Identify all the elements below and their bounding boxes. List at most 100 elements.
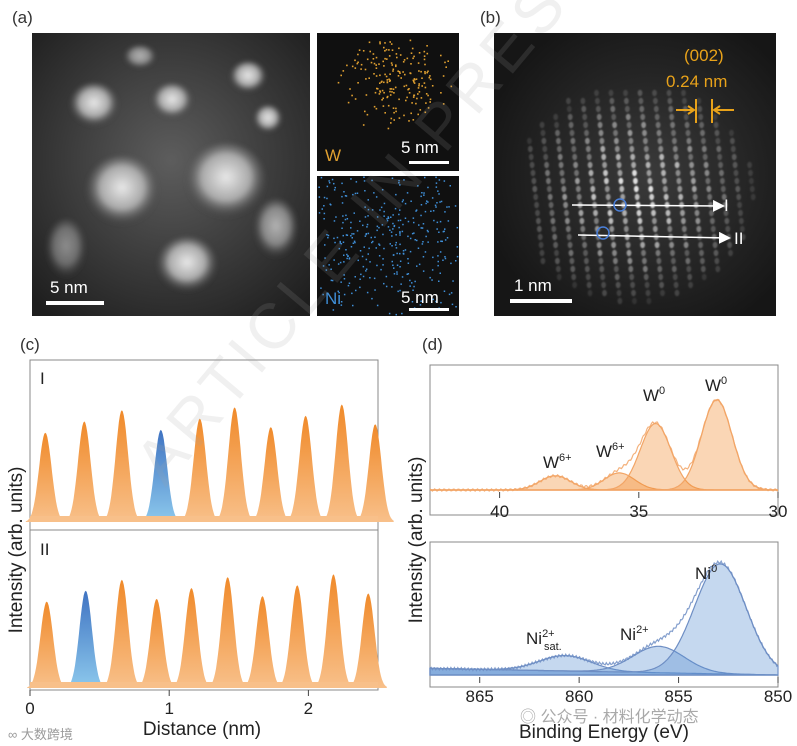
- atom-column: [703, 161, 709, 169]
- atom-column: [580, 225, 586, 233]
- w-signal-dot: [405, 99, 407, 102]
- atom-column: [556, 137, 561, 145]
- w-signal-dot: [397, 75, 400, 77]
- atom-column: [561, 185, 567, 193]
- watermark-right: ◎ 公众号 · 材料化学动态: [520, 709, 699, 726]
- ni-signal-dot: [340, 304, 343, 306]
- intensity-peak: [251, 427, 290, 522]
- scale-bar: [409, 161, 449, 164]
- atom-column: [697, 105, 703, 113]
- ni-signal-dot: [333, 189, 336, 191]
- ni-signal-dot: [378, 255, 381, 257]
- atom-column: [545, 169, 550, 177]
- ni-signal-dot: [393, 273, 396, 275]
- atom-column: [542, 145, 548, 153]
- ni-signal-dot: [350, 235, 352, 237]
- ni-signal-dot: [346, 253, 348, 256]
- xps-chart: 40 35 30 865 860 855 850 W6+ W6+ W0 W0 Ni2+ sa…: [406, 364, 792, 743]
- atom-column: [748, 169, 753, 177]
- atom-column: [651, 209, 656, 217]
- x-tick-label: 30: [769, 502, 788, 521]
- atom-column: [549, 209, 555, 217]
- w-signal-dot: [381, 89, 384, 92]
- w-signal-dot: [375, 64, 377, 66]
- atom-column: [637, 89, 643, 97]
- ni-signal-dot: [410, 200, 412, 202]
- atom-column: [682, 97, 687, 105]
- x-axis-label: Binding Energy (eV): [519, 722, 689, 743]
- ni-signal-dot: [438, 280, 440, 282]
- ni-signal-dot: [443, 180, 446, 182]
- ni-signal-dot: [395, 234, 397, 236]
- line-label-ii: II: [734, 229, 743, 248]
- atom-column: [668, 105, 674, 113]
- line-label-i: I: [724, 196, 729, 215]
- watermark-left: ∞ 大数跨境: [8, 727, 73, 742]
- w-signal-dot: [389, 90, 391, 93]
- ni-signal-dot: [390, 216, 392, 218]
- ni-signal-dot: [409, 285, 411, 287]
- atom-column: [584, 129, 589, 137]
- w-signal-dot: [387, 104, 390, 107]
- w-signal-dot: [440, 54, 442, 57]
- atom-column: [593, 209, 598, 217]
- atom-column: [694, 209, 700, 217]
- ni-signal-dot: [406, 273, 408, 275]
- w-signal-dot: [427, 94, 429, 97]
- ni-signal-dot: [383, 215, 385, 217]
- ni-signal-dot: [397, 290, 399, 293]
- scale-bar: [409, 308, 449, 311]
- ni-signal-dot: [367, 253, 369, 255]
- ni-signal-dot: [366, 223, 369, 226]
- ni-signal-dot: [399, 252, 401, 255]
- w-signal-dot: [450, 85, 453, 88]
- peak-label-ni0: Ni0: [695, 563, 717, 583]
- ni-signal-dot: [455, 306, 457, 308]
- atom-column: [661, 169, 666, 177]
- atom-column: [725, 225, 731, 233]
- atom-column: [710, 225, 716, 233]
- ni-signal-dot: [407, 220, 410, 223]
- w-signal-dot: [379, 90, 381, 92]
- ni-signal-dot: [345, 249, 347, 251]
- w-signal-dot: [374, 91, 377, 94]
- ni-signal-dot: [321, 208, 323, 210]
- atom-column: [556, 145, 562, 153]
- atom-column: [700, 257, 705, 265]
- nanoparticle: [152, 83, 192, 119]
- w-signal-dot: [383, 81, 385, 84]
- w-signal-dot: [347, 101, 350, 104]
- ni-signal-dot: [404, 202, 407, 205]
- atom-column: [633, 185, 639, 193]
- w-signal-dot: [383, 91, 385, 94]
- atom-column: [667, 225, 673, 233]
- atom-column: [698, 113, 704, 121]
- ni-signal-dot: [356, 192, 359, 194]
- peak-label-ni-sat: Ni2+: [526, 628, 555, 648]
- ni-signal-dot: [328, 264, 330, 266]
- w-signal-dot: [406, 57, 409, 60]
- ni-signal-dot: [359, 286, 361, 289]
- atom-column: [715, 137, 721, 145]
- intensity-peak: [355, 424, 394, 522]
- atom-column: [701, 145, 707, 153]
- atom-column: [567, 241, 573, 249]
- w-signal-dot: [413, 94, 415, 97]
- intensity-peak: [137, 598, 176, 688]
- ni-signal-dot: [336, 236, 339, 239]
- ni-signal-dot: [369, 261, 371, 263]
- ni-signal-dot: [427, 186, 429, 189]
- ni-signal-dot: [455, 260, 457, 262]
- w-signal-dot: [354, 98, 357, 100]
- atom-column: [630, 281, 635, 289]
- w-signal-dot: [395, 53, 398, 55]
- ni-signal-dot: [392, 222, 394, 225]
- ni-signal-dot: [399, 234, 401, 236]
- ni-signal-dot: [444, 211, 446, 213]
- w-signal-dot: [393, 119, 395, 121]
- atom-column: [716, 145, 722, 153]
- atom-column: [729, 129, 734, 137]
- w-signal-dot: [426, 45, 428, 47]
- atom-column: [685, 257, 691, 265]
- ni-signal-dot: [430, 210, 432, 212]
